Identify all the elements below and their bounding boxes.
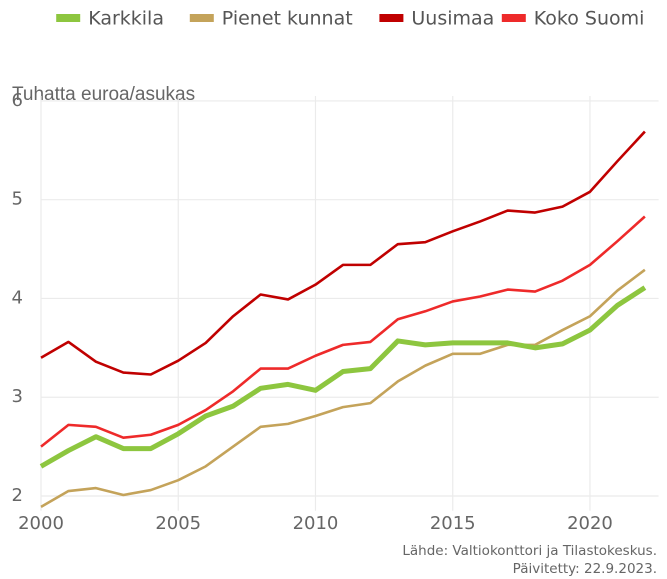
- legend-label: Karkkila: [88, 8, 164, 30]
- y-tick-label: 4: [12, 287, 23, 308]
- series-line: [40, 268, 646, 508]
- y-tick-label: 2: [12, 485, 23, 506]
- legend-swatch: [501, 14, 526, 22]
- x-tick-label: 2010: [293, 513, 339, 534]
- updated-note: Päivitetty: 22.9.2023.: [513, 561, 657, 577]
- series-line: [39, 285, 647, 469]
- x-tick-label: 2000: [18, 513, 64, 534]
- series-line: [40, 130, 646, 376]
- legend-label: Uusimaa: [411, 8, 494, 30]
- y-tick-label: 5: [12, 189, 23, 210]
- legend-swatch: [379, 14, 404, 22]
- y-axis-label: Tuhatta euroa/asukas: [12, 84, 195, 105]
- legend-swatch: [56, 14, 81, 22]
- x-tick-label: 2005: [155, 513, 201, 534]
- y-tick-label: 6: [12, 90, 23, 111]
- x-tick-label: 2020: [567, 513, 613, 534]
- source-note: Lähde: Valtiokonttori ja Tilastokeskus.: [402, 543, 657, 559]
- y-tick-label: 3: [12, 386, 23, 407]
- x-tick-label: 2015: [430, 513, 476, 534]
- legend-label: Koko Suomi: [534, 8, 645, 30]
- legend-swatch: [189, 14, 214, 22]
- legend-label: Pienet kunnat: [222, 8, 353, 30]
- series-line: [40, 215, 646, 448]
